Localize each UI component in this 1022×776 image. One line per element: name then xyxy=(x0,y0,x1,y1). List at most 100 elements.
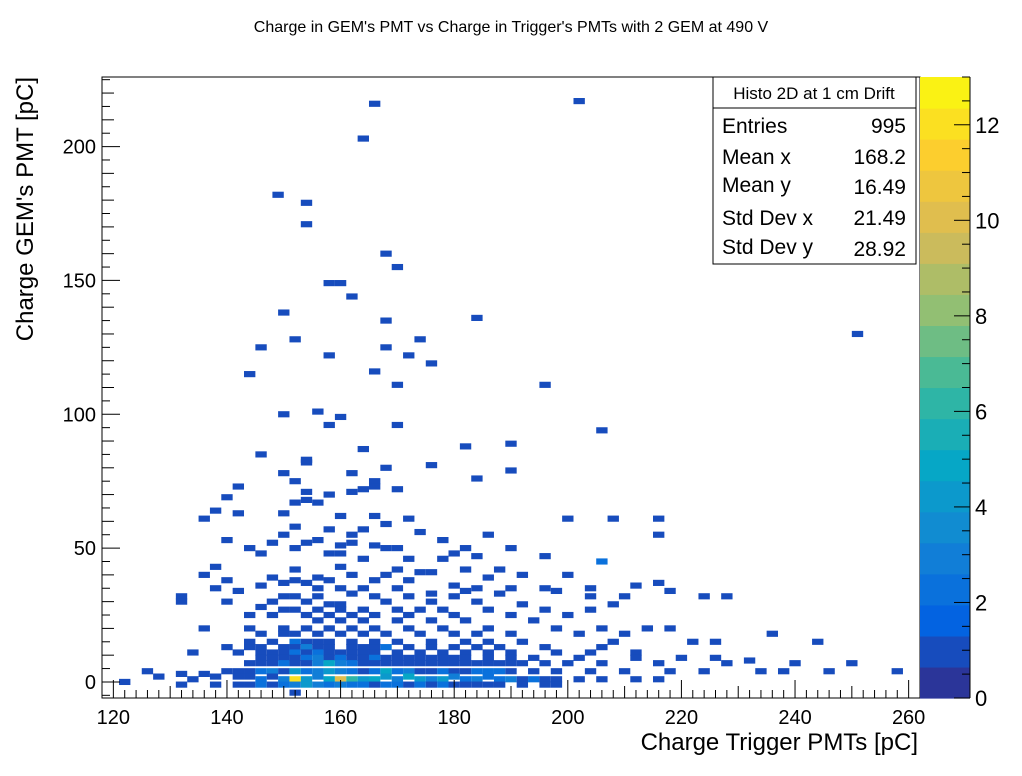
histogram-bin xyxy=(823,668,835,675)
x-tick-label: 260 xyxy=(892,707,925,729)
histogram-bin xyxy=(334,550,347,557)
histogram-bin xyxy=(368,644,381,651)
x-axis-title: Charge Trigger PMTs [pC] xyxy=(641,729,918,756)
histogram-bin xyxy=(232,681,245,688)
histogram-bin xyxy=(300,611,313,619)
histogram-bin xyxy=(448,630,460,637)
histogram-bin xyxy=(255,451,267,458)
histogram-bin xyxy=(425,638,438,645)
histogram-bin xyxy=(562,571,574,578)
histogram-bin xyxy=(630,649,642,656)
histogram-bin xyxy=(630,676,642,683)
histogram-bin xyxy=(459,443,472,450)
histogram-bin xyxy=(357,585,369,592)
histogram-bin xyxy=(312,668,324,675)
histogram-bin xyxy=(391,263,404,271)
histogram-bin xyxy=(346,539,358,546)
histogram-bin xyxy=(346,644,358,651)
histogram-bin xyxy=(346,681,358,688)
colorbar-swatch xyxy=(920,480,970,513)
histogram-bin xyxy=(698,668,710,675)
histogram-bin xyxy=(550,681,563,688)
histogram-bin xyxy=(414,676,426,683)
histogram-bin xyxy=(448,582,460,589)
histogram-bin xyxy=(459,668,472,675)
histogram-bin xyxy=(187,649,199,656)
histogram-bin xyxy=(425,668,438,675)
colorbar-swatch xyxy=(920,325,970,358)
histogram-bin xyxy=(368,649,381,656)
histogram-bin xyxy=(346,611,358,619)
histogram-bin xyxy=(437,649,449,656)
histogram-bin xyxy=(346,660,358,667)
histogram-bin xyxy=(573,654,585,661)
histogram-bin xyxy=(278,644,290,651)
histogram-bin xyxy=(300,459,313,466)
histogram-bin xyxy=(528,676,540,683)
colorbar-swatch xyxy=(920,666,970,699)
histogram-bin xyxy=(357,681,369,688)
histogram-bin xyxy=(300,598,313,605)
x-tick-label: 120 xyxy=(97,707,130,729)
histogram-bin xyxy=(357,445,369,453)
colorbar-swatch xyxy=(920,232,970,264)
histogram-bin xyxy=(312,606,324,613)
histogram-bin xyxy=(312,537,324,544)
histogram-bin xyxy=(244,638,256,645)
histogram-bin xyxy=(403,673,415,680)
histogram-bin xyxy=(539,585,551,592)
x-tick-label: 240 xyxy=(778,707,811,729)
histogram-bin xyxy=(653,515,665,522)
histogram-bin xyxy=(312,617,324,624)
histogram-bin xyxy=(425,681,438,688)
histogram-bin xyxy=(198,571,210,578)
histogram-bin xyxy=(323,654,335,661)
histogram-bin xyxy=(777,668,790,675)
histogram-bin xyxy=(516,638,529,645)
colorbar-swatch xyxy=(920,356,970,389)
histogram-bin xyxy=(266,574,279,581)
histogram-bin xyxy=(312,574,324,581)
histogram-bin xyxy=(414,606,426,613)
y-axis-title: Charge GEM's PMT [pC] xyxy=(12,77,39,341)
histogram-bin xyxy=(266,668,279,675)
histogram-bin xyxy=(334,585,347,592)
stats-box: Histo 2D at 1 cm Drift Entries 995 Mean … xyxy=(712,76,917,265)
histogram-bin xyxy=(255,660,267,667)
histogram-bin xyxy=(380,464,392,471)
colorbar-swatch xyxy=(920,294,970,326)
colorbar-swatch xyxy=(920,604,970,637)
histogram-bin xyxy=(721,660,733,667)
histogram-bin xyxy=(493,681,506,688)
histogram-bin xyxy=(221,668,233,675)
histogram-bin xyxy=(425,654,438,661)
histogram-bin xyxy=(380,644,392,651)
histogram-bin xyxy=(278,668,290,675)
histogram-bin xyxy=(334,668,347,675)
histogram-bin xyxy=(209,681,222,688)
histogram-bin xyxy=(334,617,347,624)
histogram-bin xyxy=(244,371,256,378)
histogram-bin xyxy=(596,558,608,565)
histogram-bin xyxy=(232,668,245,675)
histogram-bin xyxy=(493,644,506,651)
histogram-bin xyxy=(403,611,415,619)
histogram-bin xyxy=(471,585,483,592)
histogram-bin xyxy=(244,660,256,667)
histogram-bin xyxy=(471,644,483,651)
histogram-bin xyxy=(471,475,483,482)
histogram-bin xyxy=(391,381,404,388)
histogram-bin xyxy=(641,625,654,632)
histogram-bin xyxy=(709,654,722,661)
histogram-bin xyxy=(403,660,415,667)
histogram-bin xyxy=(596,660,608,667)
histogram-bin xyxy=(323,577,335,584)
histogram-bin xyxy=(755,668,767,675)
histogram-bin xyxy=(539,660,551,667)
histogram-bin xyxy=(459,617,472,624)
histogram-bin xyxy=(516,601,529,608)
histogram-bin xyxy=(789,660,801,667)
histogram-bin xyxy=(414,336,426,343)
histogram-bin xyxy=(266,649,279,656)
colorbar-swatch xyxy=(920,418,970,451)
